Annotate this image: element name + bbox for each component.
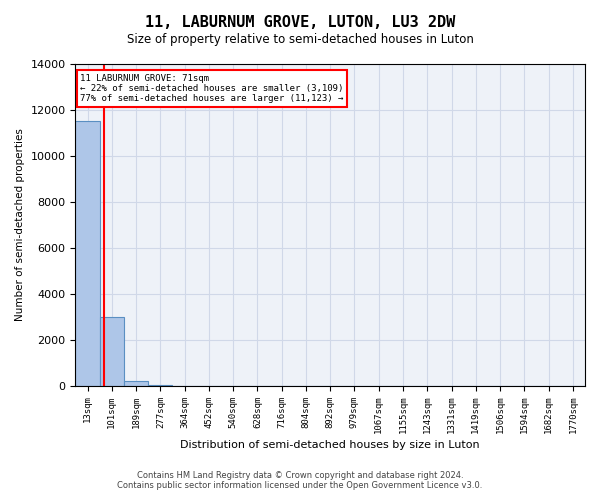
Text: Contains HM Land Registry data © Crown copyright and database right 2024.
Contai: Contains HM Land Registry data © Crown c… — [118, 470, 482, 490]
Y-axis label: Number of semi-detached properties: Number of semi-detached properties — [15, 128, 25, 322]
Text: Size of property relative to semi-detached houses in Luton: Size of property relative to semi-detach… — [127, 32, 473, 46]
Bar — [124, 381, 148, 386]
Bar — [100, 317, 124, 386]
Text: 11 LABURNUM GROVE: 71sqm
← 22% of semi-detached houses are smaller (3,109)
77% o: 11 LABURNUM GROVE: 71sqm ← 22% of semi-d… — [80, 74, 344, 104]
Bar — [76, 122, 100, 386]
X-axis label: Distribution of semi-detached houses by size in Luton: Distribution of semi-detached houses by … — [181, 440, 480, 450]
Text: 11, LABURNUM GROVE, LUTON, LU3 2DW: 11, LABURNUM GROVE, LUTON, LU3 2DW — [145, 15, 455, 30]
